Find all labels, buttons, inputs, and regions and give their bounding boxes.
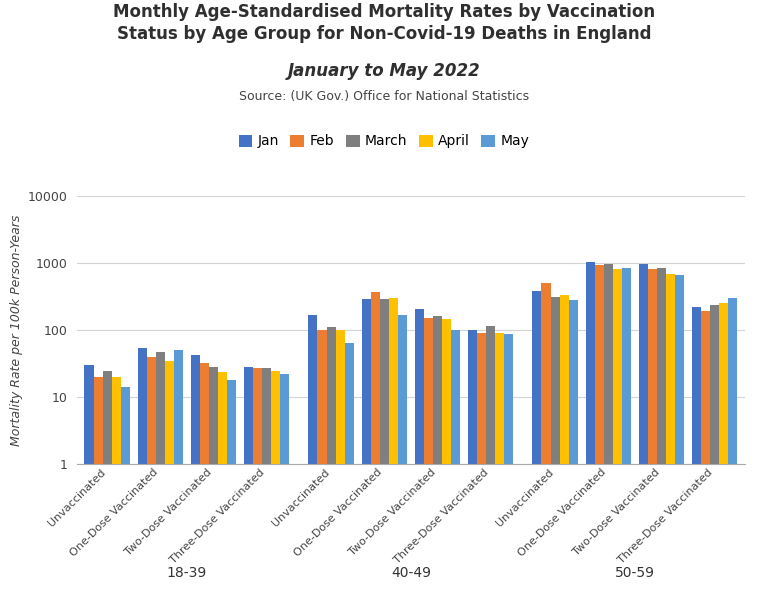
Bar [701, 311, 710, 595]
Text: 50-59: 50-59 [615, 566, 655, 580]
Bar [280, 374, 290, 595]
Bar [103, 371, 111, 595]
Bar [468, 330, 477, 595]
Bar [84, 365, 94, 595]
Bar [541, 283, 551, 595]
Bar [147, 357, 156, 595]
Text: Source: (UK Gov.) Office for National Statistics: Source: (UK Gov.) Office for National St… [239, 90, 529, 104]
Bar [692, 307, 701, 595]
Bar [253, 368, 262, 595]
Bar [442, 319, 451, 595]
Bar [137, 347, 147, 595]
Bar [560, 295, 569, 595]
Bar [551, 298, 560, 595]
Bar [594, 265, 604, 595]
Bar [218, 372, 227, 595]
Bar [262, 368, 271, 595]
Bar [165, 361, 174, 595]
Text: 40-49: 40-49 [391, 566, 431, 580]
Bar [379, 299, 389, 595]
Bar [244, 367, 253, 595]
Bar [495, 333, 505, 595]
Bar [336, 330, 345, 595]
Bar [345, 343, 354, 595]
Bar [647, 270, 657, 595]
Y-axis label: Mortality Rate per 100k Person-Years: Mortality Rate per 100k Person-Years [10, 215, 23, 446]
Bar [604, 264, 613, 595]
Legend: Jan, Feb, March, April, May: Jan, Feb, March, April, May [233, 129, 535, 154]
Bar [326, 327, 336, 595]
Bar [424, 318, 433, 595]
Bar [613, 269, 622, 595]
Text: 18-39: 18-39 [167, 566, 207, 580]
Bar [156, 352, 165, 595]
Text: Monthly Age-Standardised Mortality Rates by Vaccination
Status by Age Group for : Monthly Age-Standardised Mortality Rates… [113, 3, 655, 43]
Bar [415, 309, 424, 595]
Bar [433, 316, 442, 595]
Bar [532, 292, 541, 595]
Bar [639, 264, 647, 595]
Bar [569, 300, 578, 595]
Bar [657, 268, 666, 595]
Bar [585, 262, 594, 595]
Bar [94, 377, 103, 595]
Text: January to May 2022: January to May 2022 [288, 62, 480, 80]
Bar [675, 275, 684, 595]
Bar [317, 330, 326, 595]
Bar [190, 355, 200, 595]
Bar [371, 292, 379, 595]
Bar [666, 274, 675, 595]
Bar [477, 333, 486, 595]
Bar [174, 350, 183, 595]
Bar [227, 380, 237, 595]
Bar [622, 268, 631, 595]
Bar [271, 371, 280, 595]
Bar [121, 387, 130, 595]
Bar [309, 315, 317, 595]
Bar [451, 330, 460, 595]
Bar [209, 367, 218, 595]
Bar [728, 298, 737, 595]
Bar [719, 303, 728, 595]
Bar [505, 334, 513, 595]
Bar [710, 305, 719, 595]
Bar [362, 299, 371, 595]
Bar [200, 364, 209, 595]
Bar [389, 298, 398, 595]
Bar [398, 315, 407, 595]
Bar [486, 326, 495, 595]
Bar [111, 377, 121, 595]
